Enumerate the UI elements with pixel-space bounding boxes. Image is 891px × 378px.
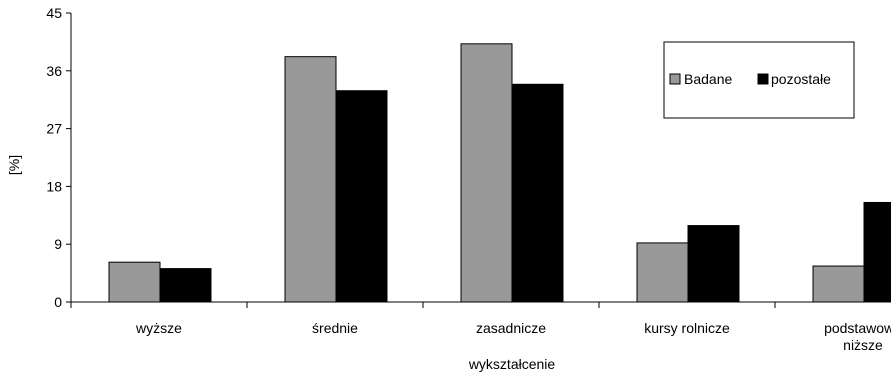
y-axis: 0 9 18 27 36 45 <box>46 5 72 310</box>
bar-pozostale <box>159 268 212 303</box>
bar-badane <box>460 43 513 303</box>
x-tick-label: średnie <box>312 320 358 336</box>
bar-badane <box>284 56 337 303</box>
bar-pozostale <box>863 201 891 303</box>
y-axis-title: [%] <box>6 155 22 175</box>
y-tick-label: 45 <box>46 5 62 21</box>
x-tick-label: niższe <box>843 337 883 353</box>
y-tick-label: 0 <box>54 294 62 310</box>
legend-label-badane: Badane <box>684 71 732 87</box>
legend-swatch-pozostale <box>757 73 769 85</box>
x-tick-label: wyższe <box>135 320 182 336</box>
bar-badane <box>812 265 865 303</box>
plot-area <box>108 43 891 303</box>
y-tick-label: 36 <box>46 63 62 79</box>
x-tick-label: kursy rolnicze <box>644 320 730 336</box>
bar-badane <box>636 242 689 303</box>
y-tick-label: 9 <box>54 236 62 252</box>
y-tick-label: 18 <box>46 178 62 194</box>
x-tick-label: zasadnicze <box>476 320 546 336</box>
x-axis-title: wykształcenie <box>468 356 556 372</box>
bar-pozostale <box>335 90 388 303</box>
legend: Badane pozostałe <box>663 41 855 119</box>
bar-pozostale <box>687 225 740 303</box>
y-tick-label: 27 <box>46 121 62 137</box>
legend-swatch-badane <box>669 73 681 85</box>
x-tick-label: podstawowe <box>824 320 891 336</box>
legend-label-pozostale: pozostałe <box>771 71 831 87</box>
bar-pozostale <box>511 83 564 303</box>
bar-badane <box>108 261 161 303</box>
x-axis: wyższe średnie zasadnicze kursy rolnicze pod… <box>70 301 891 353</box>
